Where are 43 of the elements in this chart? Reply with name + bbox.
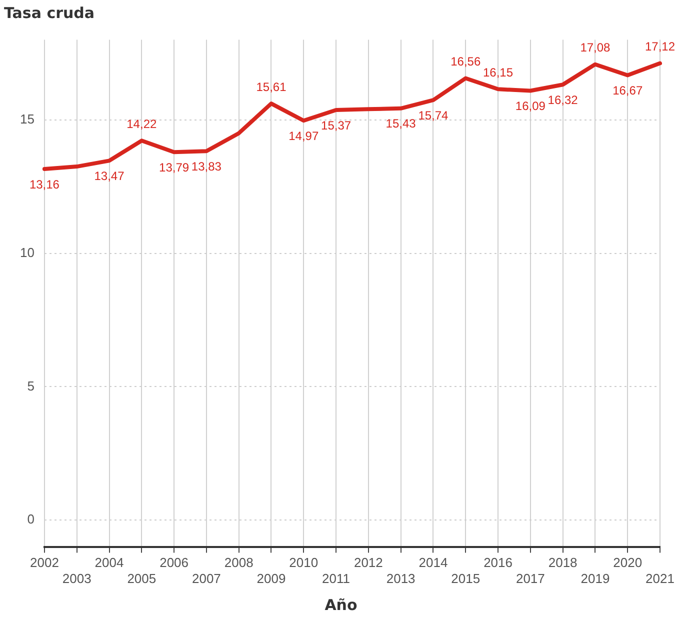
data-label: 17,12 [644, 40, 676, 54]
y-tick-label: 0 [27, 512, 34, 527]
x-tick-label: 2010 [289, 555, 318, 570]
x-tick-label: 2009 [256, 570, 286, 586]
x-tick-label: 2018 [548, 555, 578, 570]
x-tick-label: 2015 [451, 570, 480, 586]
x-tick-label: 2017 [516, 570, 545, 586]
x-tick-label: 2005 [127, 570, 156, 586]
data-label: 15,74 [418, 108, 449, 122]
x-tick-label: 2016 [484, 555, 512, 570]
data-label: 16,15 [483, 65, 514, 80]
x-tick-label: 2012 [354, 555, 383, 570]
x-tick-label: 2020 [613, 555, 642, 570]
y-tick-label: 10 [20, 244, 34, 260]
y-tick-label: 5 [27, 378, 34, 394]
x-tick-label: 2014 [418, 555, 448, 570]
data-label: 14,22 [126, 116, 157, 131]
data-label: 13,16 [29, 177, 60, 192]
data-label: 16,09 [515, 99, 546, 114]
y-tick-label: 15 [20, 111, 34, 126]
x-tick-label: 2021 [646, 570, 674, 586]
data-label: 17,08 [580, 40, 611, 55]
x-axis-title: Año [324, 596, 358, 614]
x-tick-label: 2003 [62, 570, 92, 586]
x-tick-label: 2006 [160, 555, 189, 570]
data-label: 15,61 [256, 80, 287, 94]
x-tick-label: 2007 [192, 570, 221, 586]
x-tick-label: 2013 [386, 570, 416, 586]
y-axis-title: Tasa cruda [4, 4, 95, 22]
data-label: 13,79 [159, 160, 190, 174]
x-tick-label: 2008 [224, 555, 254, 570]
x-tick-label: 2019 [580, 570, 610, 586]
data-label: 13,83 [191, 159, 222, 174]
data-label: 13,47 [94, 168, 125, 183]
data-label: 14,97 [288, 128, 319, 143]
x-tick-label: 2011 [322, 570, 350, 586]
data-label: 16,32 [548, 92, 578, 107]
x-tick-label: 2002 [30, 555, 59, 570]
x-tick-label: 2004 [94, 555, 124, 570]
data-label: 15,43 [386, 116, 416, 131]
data-label: 16,56 [450, 54, 481, 69]
data-label: 16,67 [612, 84, 643, 98]
data-label: 15,37 [321, 118, 352, 132]
